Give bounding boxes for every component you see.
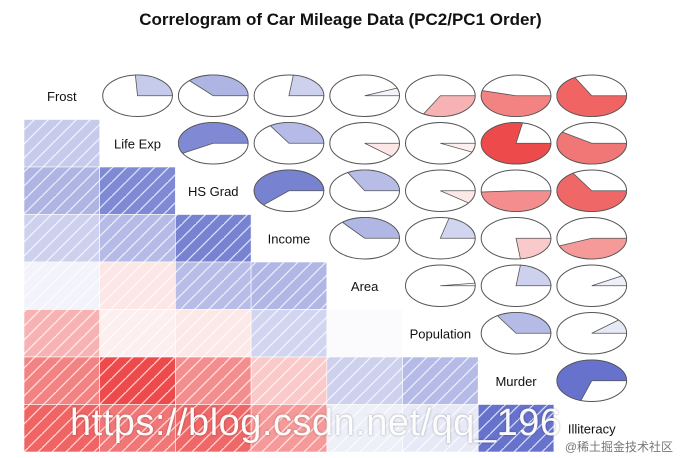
pie-cell-3-5 <box>405 217 476 260</box>
shade-cell-5-1 <box>99 309 176 358</box>
shade-cell-2-0 <box>23 166 100 215</box>
diagonal-label-6: Murder <box>495 374 537 389</box>
shade-cell-4-1 <box>99 261 176 310</box>
shade-cell-7-5 <box>402 404 479 453</box>
shade-cell-6-3 <box>250 356 328 405</box>
pie-cell-0-6 <box>480 74 552 117</box>
diagonal-label-0: Frost <box>47 89 77 104</box>
pie-cell-0-5 <box>405 74 476 117</box>
pie-cell-0-7 <box>556 74 628 117</box>
shade-cell-6-2 <box>175 356 252 405</box>
pie-cell-0-1 <box>102 74 173 117</box>
diagonal-label-3: Income <box>268 231 311 246</box>
shade-cell-7-1 <box>99 404 176 453</box>
pie-cell-0-3 <box>253 74 325 117</box>
pie-cell-1-7 <box>556 122 628 165</box>
chart-title: Correlogram of Car Mileage Data (PC2/PC1… <box>139 10 542 29</box>
diagonal-label-4: Area <box>351 279 379 294</box>
diagonal-label-1: Life Exp <box>114 136 161 151</box>
shade-cell-5-2 <box>175 309 252 358</box>
shade-cell-3-0 <box>23 214 100 263</box>
watermark-url: https://blog.csdn.net/qq_196 <box>70 402 562 444</box>
shade-cell-4-0 <box>23 261 100 310</box>
shade-cell-3-1 <box>99 214 176 263</box>
shade-cell-6-0 <box>23 356 100 405</box>
pie-cell-4-5 <box>405 264 476 307</box>
pie-cell-5-6 <box>480 312 552 355</box>
pie-cell-2-3 <box>253 169 325 212</box>
pie-cell-1-3 <box>253 122 325 165</box>
shade-cell-7-0 <box>23 404 100 453</box>
shade-cell-7-3 <box>250 404 328 453</box>
pie-cell-2-4 <box>329 169 400 212</box>
pie-cell-3-6 <box>480 217 552 260</box>
shade-cell-5-4 <box>326 309 403 358</box>
pie-cell-5-7 <box>556 312 628 355</box>
pie-cell-1-2 <box>177 122 249 165</box>
pie-cell-2-6 <box>480 169 552 212</box>
pie-cell-3-4 <box>329 217 400 260</box>
diagonal-label-2: HS Grad <box>188 184 239 199</box>
pie-cell-2-7 <box>556 169 628 212</box>
pie-cell-1-4 <box>329 122 400 165</box>
shade-cell-6-5 <box>402 356 479 405</box>
source-tag: @稀土掘金技术社区 <box>564 440 673 454</box>
shade-cell-3-2 <box>175 214 252 263</box>
pie-cell-1-6 <box>480 122 552 165</box>
pie-cell-3-7 <box>556 217 628 260</box>
pie-cell-4-7 <box>556 264 628 307</box>
diagonal-label-7: Illiteracy <box>568 421 616 436</box>
shade-cell-5-0 <box>23 309 100 358</box>
shade-cell-7-4 <box>326 404 403 453</box>
pie-cell-2-5 <box>405 169 476 212</box>
shade-cell-6-1 <box>99 356 176 405</box>
diagonal-label-5: Population <box>410 326 471 341</box>
pie-cell-6-7 <box>556 359 628 402</box>
shade-cell-6-4 <box>326 356 403 405</box>
pie-cell-4-6 <box>480 264 552 307</box>
shade-cell-7-6 <box>477 404 555 453</box>
shade-cell-2-1 <box>99 166 176 215</box>
pie-cell-0-4 <box>329 74 400 117</box>
shade-cell-1-0 <box>23 119 100 168</box>
shade-cell-4-2 <box>175 261 252 310</box>
shade-cell-7-2 <box>175 404 252 453</box>
pie-cell-1-5 <box>405 122 476 165</box>
shade-cell-4-3 <box>250 261 328 310</box>
pie-cell-0-2 <box>177 74 249 117</box>
shade-cell-5-3 <box>250 309 328 358</box>
